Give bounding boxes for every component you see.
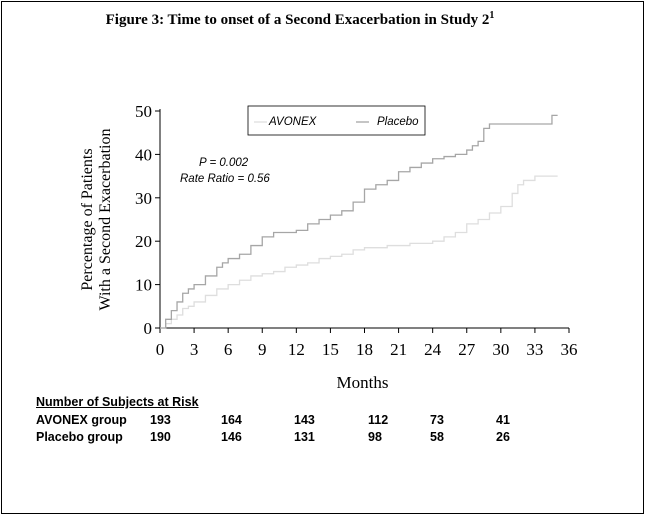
risk-cell: 146: [221, 430, 242, 444]
x-axis-label: Months: [337, 373, 389, 392]
y-axis-label-line1: Percentage of Patients: [79, 148, 96, 290]
legend-box: [247, 105, 426, 136]
x-tick-label: 36: [561, 340, 578, 359]
risk-table-rows: AVONEX group 193 164 143 112 73 41 Placebo grou…: [36, 413, 596, 447]
risk-cell: 26: [496, 430, 510, 444]
y-tick-label: 50: [135, 102, 152, 121]
figure-title: Figure 3: Time to onset of a Second Exac…: [0, 10, 600, 29]
risk-cell: 73: [430, 413, 444, 427]
x-tick-label: 27: [458, 340, 476, 359]
risk-table-row: AVONEX group 193 164 143 112 73 41: [36, 413, 596, 430]
chart-axes: [159, 109, 569, 329]
risk-cell: 58: [430, 430, 444, 444]
chart-annotations: P = 0.002 Rate Ratio = 0.56: [180, 157, 270, 185]
risk-table: Number of Subjects at Risk AVONEX group 1…: [36, 395, 596, 447]
legend-label: Placebo: [377, 116, 419, 128]
risk-cell: 193: [150, 413, 171, 427]
x-tick-label: 21: [390, 340, 407, 359]
risk-cell: 143: [294, 413, 315, 427]
risk-cell: 41: [496, 413, 510, 427]
risk-cell: 112: [368, 413, 389, 427]
y-tick-label: 30: [135, 189, 152, 208]
x-tick-label: 9: [258, 340, 267, 359]
chart-annotation: P = 0.002: [199, 157, 249, 169]
risk-cell: 131: [294, 430, 315, 444]
y-axis-label-line2: With a Second Exacerbation: [97, 129, 114, 311]
y-tick-label: 10: [135, 276, 152, 295]
chart-annotation: Rate Ratio = 0.56: [180, 173, 270, 185]
x-tick-label: 6: [224, 340, 233, 359]
y-tick-label: 0: [144, 319, 153, 338]
x-tick-label: 0: [156, 340, 165, 359]
figure-title-text: Figure 3: Time to onset of a Second Exac…: [105, 12, 490, 28]
y-tick-label: 40: [135, 145, 152, 164]
risk-cell: 164: [221, 413, 242, 427]
figure-title-superscript: 1: [489, 10, 495, 21]
y-tick-label: 20: [135, 232, 152, 251]
x-tick-label: 24: [424, 340, 442, 359]
x-tick-label: 3: [190, 340, 199, 359]
risk-table-row: Placebo group 190 146 131 98 58 26: [36, 430, 596, 447]
chart-series-lines: [160, 114, 558, 329]
risk-table-header: Number of Subjects at Risk: [36, 395, 199, 409]
risk-cell: 98: [368, 430, 382, 444]
x-tick-label: 18: [356, 340, 373, 359]
series-line-avonex: [160, 175, 558, 329]
x-tick-label: 15: [322, 340, 339, 359]
chart-legend: AVONEX Placebo: [247, 105, 426, 136]
x-tick-label: 12: [288, 340, 305, 359]
risk-cell: 190: [150, 430, 171, 444]
chart-axis-labels: Months Percentage of Patients With a Secon…: [79, 129, 388, 392]
legend-label: AVONEX: [268, 116, 318, 128]
risk-row-label: Placebo group: [36, 430, 123, 444]
x-tick-label: 30: [492, 340, 509, 359]
x-tick-label: 33: [526, 340, 543, 359]
risk-row-label: AVONEX group: [36, 413, 127, 427]
series-line-placebo: [160, 114, 558, 329]
